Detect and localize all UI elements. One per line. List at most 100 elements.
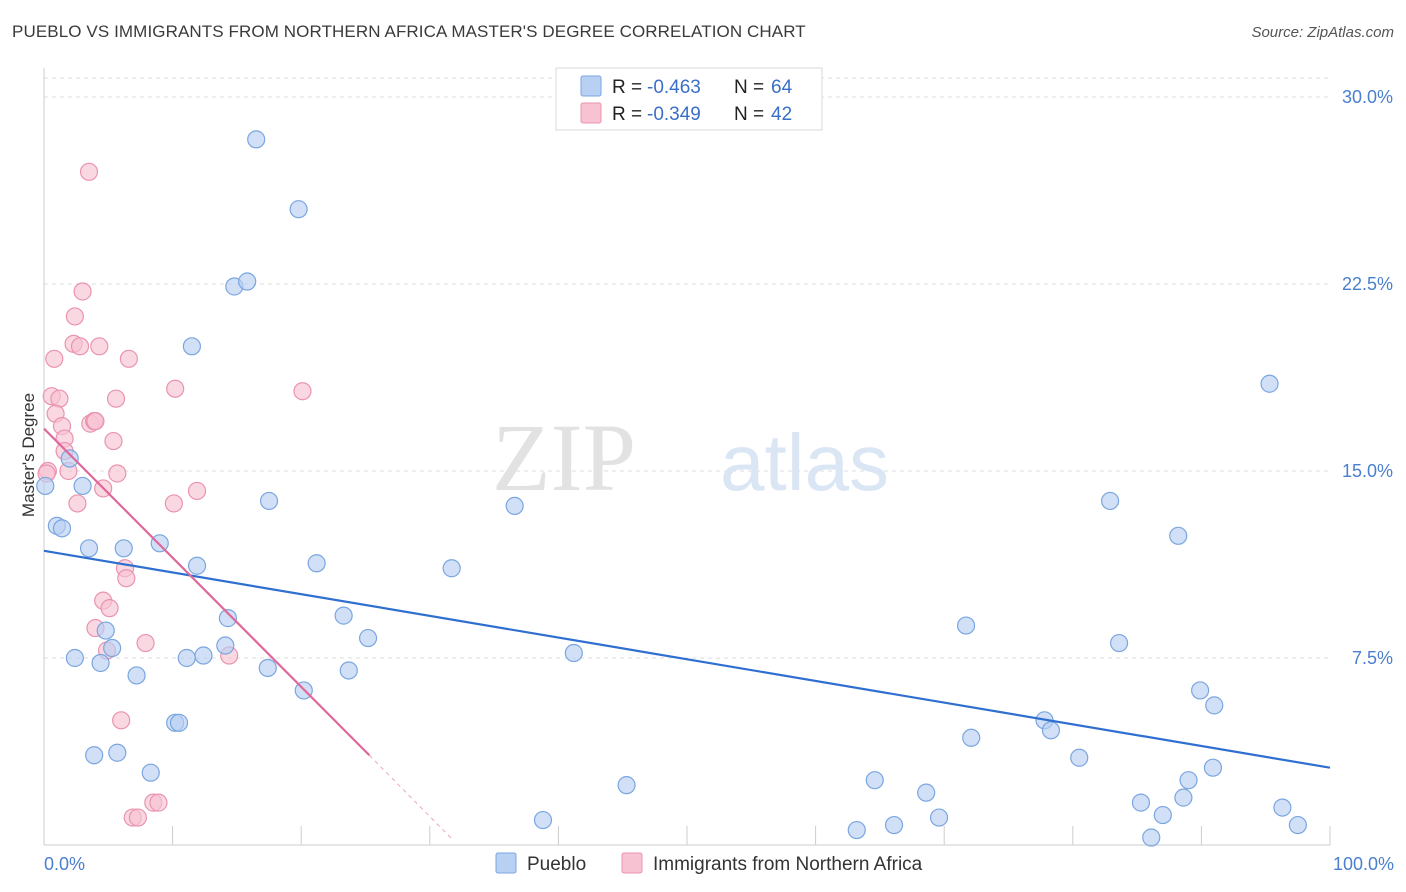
- x-tick-label-max: 100.0%: [1333, 854, 1394, 874]
- pueblo-point-10: [259, 491, 279, 511]
- africa-point-29: [117, 569, 136, 588]
- africa-point-8: [166, 379, 185, 398]
- trend-lines: [43, 427, 1331, 841]
- africa-point-27: [164, 494, 183, 513]
- pueblo-point-62: [1288, 815, 1307, 835]
- pueblo-point-52: [1179, 771, 1198, 790]
- pueblo-point-35: [1100, 491, 1120, 511]
- pueblo-point-63: [1142, 828, 1161, 847]
- africa-point-20: [104, 431, 123, 451]
- pueblo-point-6: [60, 449, 79, 468]
- y-tick-labels: 7.5% 15.0% 22.5% 30.0%: [1342, 87, 1393, 668]
- y-axis-label: Master's Degree: [19, 393, 38, 517]
- pueblo-point-17: [442, 559, 461, 578]
- pueblo-legend-swatch: [580, 75, 602, 97]
- pueblo-point-27: [91, 653, 110, 673]
- africa-point-17: [86, 412, 105, 431]
- africa-point-26: [68, 494, 87, 513]
- pueblo-point-0: [247, 130, 266, 149]
- x-tick-label-min: 0.0%: [44, 854, 85, 874]
- pueblo-point-53: [1203, 758, 1223, 777]
- pueblo-point-57: [847, 820, 866, 840]
- pueblo-point-61: [1273, 798, 1292, 817]
- y-tick-label-1: 15.0%: [1342, 461, 1393, 481]
- pueblo-point-56: [533, 810, 553, 830]
- pueblo-point-26: [194, 646, 213, 665]
- africa-r-value: -0.349: [647, 104, 701, 125]
- pueblo-n-value: 64: [771, 77, 793, 98]
- pueblo-point-58: [884, 815, 904, 835]
- svg-text:atlas: atlas: [720, 418, 889, 507]
- africa-point-1: [73, 282, 92, 301]
- pueblo-series-name: Pueblo: [527, 854, 586, 875]
- y-tick-label-2: 22.5%: [1342, 274, 1393, 294]
- pueblo-point-55: [1174, 788, 1193, 807]
- pueblo-point-21: [96, 621, 115, 640]
- africa-point-23: [108, 464, 127, 483]
- grid-lines: [44, 77, 1330, 659]
- pueblo-point-22: [103, 638, 122, 658]
- pueblo-point-1: [289, 200, 308, 219]
- pueblo-points: [36, 130, 1307, 847]
- y-tick-label-3: 30.0%: [1342, 87, 1393, 107]
- source-label: Source: ZipAtlas.com: [1251, 24, 1394, 41]
- pueblo-point-18: [218, 609, 237, 628]
- africa-point-36: [112, 711, 131, 730]
- pueblo-point-11: [505, 496, 524, 516]
- africa-point-7: [119, 349, 138, 368]
- africa-point-31: [100, 599, 119, 618]
- africa-point-34: [136, 633, 155, 653]
- pueblo-point-32: [564, 643, 583, 663]
- pueblo-point-25: [177, 648, 196, 668]
- africa-point-0: [79, 162, 99, 181]
- pueblo-point-59: [929, 808, 949, 827]
- pueblo-point-7: [73, 476, 92, 496]
- pueblo-point-36: [1169, 526, 1188, 545]
- africa-series-name: Immigrants from Northern Africa: [653, 854, 923, 875]
- pueblo-point-19: [334, 606, 353, 625]
- africa-trend-extension: [369, 754, 454, 841]
- africa-point-25: [187, 481, 207, 501]
- pueblo-point-9: [52, 519, 72, 538]
- africa-trend-line: [43, 427, 371, 757]
- pueblo-point-47: [141, 763, 160, 782]
- pueblo-n-label: N =: [734, 77, 764, 98]
- y-tick-label-0: 7.5%: [1352, 648, 1393, 668]
- pueblo-point-39: [1205, 696, 1224, 715]
- africa-legend-swatch: [580, 102, 602, 124]
- pueblo-point-5: [36, 476, 55, 496]
- pueblo-point-4: [182, 337, 201, 356]
- africa-point-11: [50, 389, 69, 408]
- africa-bottom-swatch: [621, 852, 643, 874]
- pueblo-point-49: [617, 776, 636, 795]
- africa-point-6: [45, 349, 64, 368]
- pueblo-point-60: [1153, 805, 1172, 825]
- pueblo-trend-line: [43, 549, 1331, 769]
- pueblo-point-16: [307, 554, 326, 573]
- pueblo-point-54: [1131, 793, 1151, 812]
- africa-point-9: [293, 382, 312, 401]
- pueblo-point-29: [339, 661, 358, 680]
- pueblo-point-44: [962, 728, 981, 747]
- africa-point-12: [106, 389, 126, 408]
- pueblo-point-13: [79, 539, 99, 558]
- pueblo-point-38: [1191, 681, 1210, 700]
- africa-point-38: [149, 793, 168, 812]
- zipatlas-watermark: ZIP atlas: [492, 404, 889, 511]
- series-legend: Pueblo Immigrants from Northern Africa: [495, 852, 923, 875]
- svg-text:ZIP: ZIP: [492, 404, 636, 511]
- pueblo-r-value: -0.463: [647, 77, 701, 98]
- pueblo-point-3: [238, 272, 257, 291]
- africa-r-label: R =: [612, 104, 642, 125]
- pueblo-point-20: [358, 628, 378, 648]
- pueblo-point-30: [127, 666, 146, 685]
- pueblo-point-48: [1070, 748, 1089, 767]
- pueblo-point-50: [865, 771, 884, 790]
- africa-n-label: N =: [734, 104, 764, 125]
- axes: [43, 68, 1331, 846]
- pueblo-point-45: [85, 746, 104, 765]
- pueblo-point-41: [169, 713, 189, 732]
- pueblo-bottom-swatch: [495, 852, 517, 874]
- africa-point-40: [128, 808, 147, 827]
